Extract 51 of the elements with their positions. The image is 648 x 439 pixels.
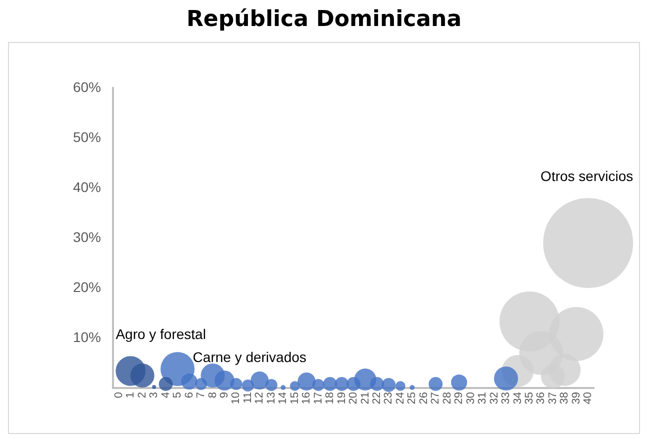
x-tick-label: 37 <box>546 392 559 404</box>
x-tick-label: 0 <box>112 392 125 398</box>
x-tick-label: 33 <box>500 392 512 404</box>
x-tick-label: 3 <box>148 392 160 398</box>
x-tick-label: 18 <box>324 392 336 404</box>
x-tick-label: 31 <box>476 392 489 404</box>
y-tick-label: 30% <box>72 228 102 245</box>
x-tick-label: 23 <box>382 392 395 404</box>
x-tick-label: 14 <box>277 392 290 404</box>
series-label: Otros servicios <box>540 168 634 184</box>
series-label: Agro y forestal <box>116 326 206 342</box>
y-tick-label: 50% <box>72 128 102 145</box>
x-tick-label: 34 <box>512 392 524 404</box>
y-tick-label: 20% <box>72 278 102 295</box>
x-tick-label: 4 <box>160 392 172 398</box>
x-tick-label: 1 <box>124 392 137 398</box>
x-tick-label: 28 <box>441 392 454 404</box>
x-tick-label: 35 <box>524 392 536 404</box>
x-tick-label: 16 <box>300 392 313 404</box>
x-tick-label: 25 <box>406 392 418 404</box>
y-tick-label: 60% <box>72 78 102 95</box>
x-tick-label: 2 <box>136 392 148 398</box>
x-tick-label: 40 <box>582 392 594 404</box>
x-tick-label: 11 <box>242 392 254 404</box>
x-tick-label: 22 <box>371 392 384 404</box>
x-tick-label: 20 <box>348 392 360 404</box>
x-tick-label: 29 <box>453 392 466 404</box>
x-tick-label: 13 <box>265 392 278 404</box>
x-tick-label: 10 <box>230 392 242 404</box>
x-tick-label: 27 <box>430 392 442 404</box>
x-tick-label: 26 <box>418 392 430 404</box>
chart-title: República Dominicana <box>185 6 463 34</box>
x-tick-label: 36 <box>535 392 548 404</box>
x-tick-label: 7 <box>195 392 208 398</box>
x-tick-label: 6 <box>183 392 196 398</box>
annotation: Carne y derivados <box>192 348 306 365</box>
x-tick-label: 30 <box>464 392 477 404</box>
x-tick-label: 12 <box>254 392 266 404</box>
y-tick-label: 40% <box>72 178 102 195</box>
x-tick-label: 8 <box>206 392 219 398</box>
x-tick-label: 5 <box>172 392 184 398</box>
x-tick-label: 21 <box>359 392 372 404</box>
x-tick-label: 38 <box>558 392 571 404</box>
x-tick-label: 24 <box>394 392 406 404</box>
x-tick-label: 19 <box>336 392 348 404</box>
x-tick-label: 15 <box>288 392 301 404</box>
x-tick-label: 9 <box>218 392 230 398</box>
x-tick-label: 17 <box>312 392 324 404</box>
x-tick-label: 39 <box>570 392 582 404</box>
y-tick-label: 10% <box>72 328 102 345</box>
x-tick-label: 32 <box>488 392 500 404</box>
